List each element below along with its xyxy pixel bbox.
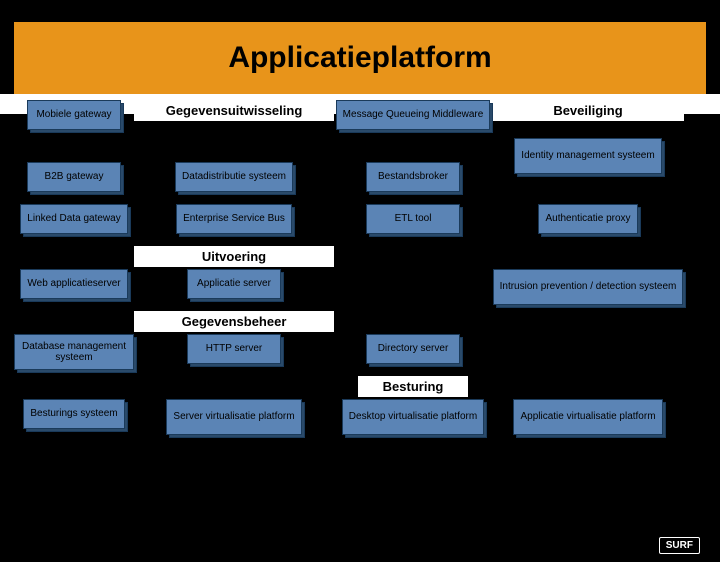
box-linked-data-gateway: Linked Data gateway bbox=[20, 204, 127, 234]
section-gegevensuitwisseling: Gegevensuitwisseling bbox=[134, 100, 334, 121]
section-beveiliging: Beveiliging bbox=[492, 100, 684, 121]
title-bar: Applicatieplatform bbox=[14, 22, 706, 94]
box-etl: ETL tool bbox=[366, 204, 460, 234]
box-message-queueing: Message Queueing Middleware bbox=[336, 100, 491, 130]
box-auth-proxy: Authenticatie proxy bbox=[538, 204, 637, 234]
box-bestandsbroker: Bestandsbroker bbox=[366, 162, 460, 192]
section-uitvoering: Uitvoering bbox=[134, 246, 334, 267]
box-b2b-gateway: B2B gateway bbox=[27, 162, 121, 192]
diagram-area: Mobiele gateway Gegevensuitwisseling Mes… bbox=[0, 94, 720, 437]
box-datadistributie: Datadistributie systeem bbox=[175, 162, 293, 192]
section-besturing: Besturing bbox=[358, 376, 468, 397]
box-server-virt: Server virtualisatie platform bbox=[166, 399, 301, 435]
box-directory-server: Directory server bbox=[366, 334, 460, 364]
box-identity-mgmt: Identity management systeem bbox=[514, 138, 661, 174]
box-besturings-systeem: Besturings systeem bbox=[23, 399, 124, 429]
box-http-server: HTTP server bbox=[187, 334, 281, 364]
box-applicatie-server: Applicatie server bbox=[187, 269, 281, 299]
page-title: Applicatieplatform bbox=[228, 41, 491, 75]
box-ips: Intrusion prevention / detection systeem bbox=[493, 269, 684, 305]
box-mobiele-gateway: Mobiele gateway bbox=[27, 100, 121, 130]
section-gegevensbeheer: Gegevensbeheer bbox=[134, 311, 334, 332]
box-dbms: Database management systeem bbox=[14, 334, 134, 370]
box-esb: Enterprise Service Bus bbox=[176, 204, 292, 234]
box-app-virt: Applicatie virtualisatie platform bbox=[513, 399, 662, 435]
box-web-appserver: Web applicatieserver bbox=[20, 269, 127, 299]
box-desktop-virt: Desktop virtualisatie platform bbox=[342, 399, 484, 435]
